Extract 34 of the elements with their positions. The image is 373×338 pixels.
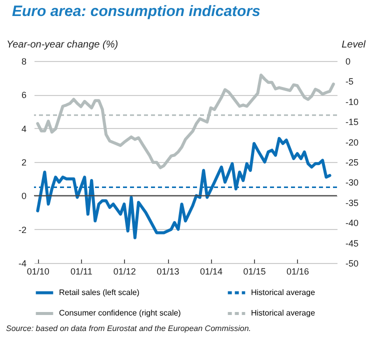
y-tick-label: 8 xyxy=(21,56,26,66)
y-axis-title: Year-on-year change (%) xyxy=(6,40,118,50)
legend-label: Retail sales (left scale) xyxy=(59,288,140,297)
x-tick-label: 01/15 xyxy=(243,266,266,276)
y2-tick-label: -30 xyxy=(346,178,359,188)
x-tick-label: 01/16 xyxy=(286,266,310,276)
x-tick-label: 01/13 xyxy=(156,266,180,276)
y2-tick-label: -25 xyxy=(346,158,359,168)
y-tick-label: 0 xyxy=(21,191,26,202)
y-tick-label: -4 xyxy=(18,258,26,268)
y2-tick-label: -40 xyxy=(346,218,359,228)
x-tick-label: 01/12 xyxy=(113,266,136,276)
y2-tick-label: 0 xyxy=(346,56,351,66)
x-tick-label: 01/11 xyxy=(70,266,92,276)
source-note: Source: based on data from Eurostat and the European Commission. xyxy=(5,323,252,333)
legend-label: Consumer confidence (right scale) xyxy=(59,308,182,318)
y2-axis-title: Level xyxy=(342,40,366,50)
y-tick-label: 6 xyxy=(21,90,26,100)
y-tick-label: 2 xyxy=(21,158,26,168)
y2-tick-label: -5 xyxy=(346,76,354,87)
y2-tick-label: -15 xyxy=(346,117,359,128)
y2-tick-label: -35 xyxy=(346,198,359,208)
y2-tick-label: -50 xyxy=(346,258,359,268)
y-tick-label: 4 xyxy=(21,124,26,134)
y-tick-label: -2 xyxy=(18,224,26,235)
legend-label: Historical average xyxy=(251,288,316,297)
y2-tick-label: -10 xyxy=(346,96,359,107)
chart-title: Euro area: consumption indicators xyxy=(12,3,260,20)
x-tick-label: 01/14 xyxy=(200,266,223,276)
y2-tick-label: -20 xyxy=(346,137,359,148)
line-series xyxy=(36,74,335,170)
x-tick-label: 01/10 xyxy=(26,266,50,276)
legend-label: Historical average xyxy=(251,308,316,318)
y2-tick-label: -45 xyxy=(346,238,359,248)
